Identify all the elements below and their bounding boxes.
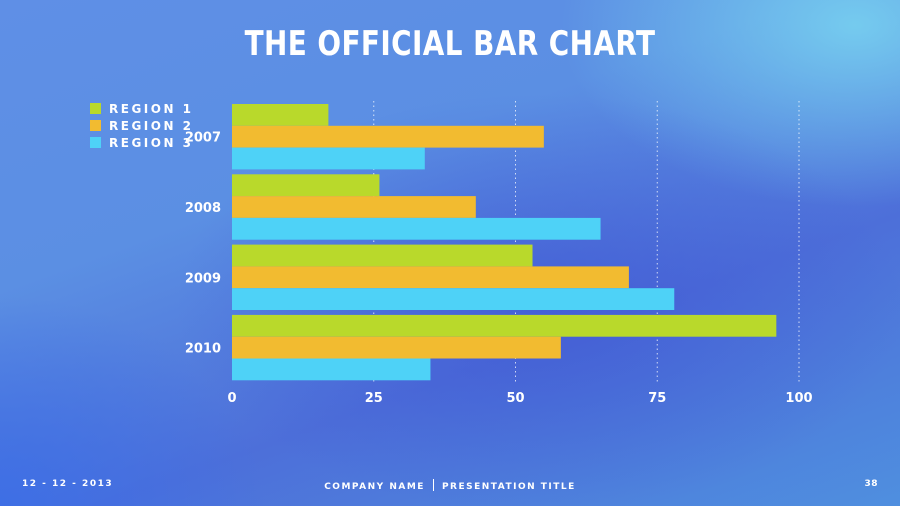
bar-2007-region-1 bbox=[232, 104, 329, 126]
category-label-2008: 2008 bbox=[185, 201, 221, 216]
legend-swatch-region-1 bbox=[90, 103, 101, 114]
bar-2007-region-3 bbox=[232, 147, 425, 170]
bar-2008-region-2 bbox=[232, 196, 476, 218]
legend-label-region-3: REGION 3 bbox=[109, 135, 194, 150]
footer-divider bbox=[432, 479, 434, 491]
footer-center: COMPANY NAME PRESENTATION TITLE bbox=[0, 479, 900, 492]
bar-2008-region-1 bbox=[232, 174, 380, 197]
legend-label-region-1: REGION 1 bbox=[109, 101, 194, 116]
bar-2010-region-3 bbox=[232, 358, 431, 381]
legend-item-region-3: REGION 3 bbox=[90, 134, 194, 151]
category-label-2010: 2010 bbox=[185, 342, 221, 357]
bar-2010-region-2 bbox=[232, 336, 561, 359]
legend-label-region-2: REGION 2 bbox=[109, 118, 194, 133]
bar-2010-region-1 bbox=[232, 314, 777, 337]
legend-swatch-region-2 bbox=[90, 120, 101, 131]
bar-2009-region-2 bbox=[232, 266, 629, 289]
x-tick-label-75: 75 bbox=[648, 391, 666, 406]
legend: REGION 1 REGION 2 REGION 3 bbox=[90, 100, 194, 151]
x-tick-label-0: 0 bbox=[227, 391, 236, 406]
category-label-2007: 2007 bbox=[185, 131, 221, 146]
legend-item-region-2: REGION 2 bbox=[90, 117, 194, 134]
bar-2007-region-2 bbox=[232, 125, 544, 148]
bar-2009-region-1 bbox=[232, 244, 533, 267]
chart-title: THE OFFICIAL BAR CHART bbox=[244, 24, 656, 64]
bar-2009-region-3 bbox=[232, 288, 675, 310]
footer-presentation-title: PRESENTATION TITLE bbox=[441, 482, 576, 492]
x-tick-label-50: 50 bbox=[506, 391, 524, 406]
x-tick-label-25: 25 bbox=[365, 391, 383, 406]
legend-item-region-1: REGION 1 bbox=[90, 100, 194, 117]
footer-date: 12 - 12 - 2013 bbox=[22, 479, 114, 489]
legend-swatch-region-3 bbox=[90, 137, 101, 148]
category-label-2009: 2009 bbox=[185, 271, 221, 286]
footer-company-name: COMPANY NAME bbox=[324, 482, 425, 492]
footer-page-number: 38 bbox=[864, 479, 878, 489]
bar-2008-region-3 bbox=[232, 217, 601, 240]
x-tick-label-100: 100 bbox=[785, 391, 812, 406]
